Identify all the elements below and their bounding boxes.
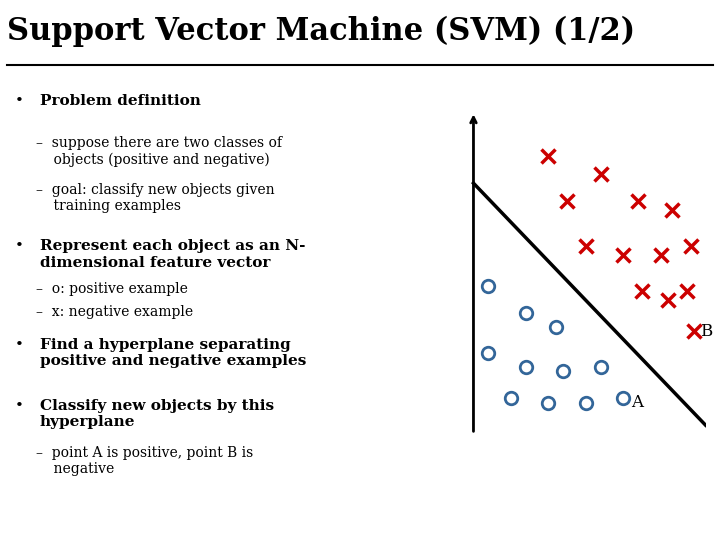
Text: •: • [14, 94, 23, 107]
Text: •: • [14, 239, 23, 253]
Text: –  suppose there are two classes of
    objects (positive and negative): – suppose there are two classes of objec… [36, 136, 282, 167]
Text: –  o: positive example: – o: positive example [36, 281, 188, 295]
Text: •: • [14, 399, 23, 413]
Text: Represent each object as an N-
dimensional feature vector: Represent each object as an N- dimension… [40, 239, 305, 269]
Text: –  point A is positive, point B is
    negative: – point A is positive, point B is negati… [36, 446, 253, 476]
Text: B: B [700, 322, 712, 340]
Text: Find a hyperplane separating
positive and negative examples: Find a hyperplane separating positive an… [40, 338, 306, 368]
Text: •: • [14, 338, 23, 352]
Text: –  goal: classify new objects given
    training examples: – goal: classify new objects given train… [36, 183, 274, 213]
Text: Support Vector Machine (SVM) (1/2): Support Vector Machine (SVM) (1/2) [7, 16, 635, 47]
Text: –  x: negative example: – x: negative example [36, 305, 193, 319]
Text: Problem definition: Problem definition [40, 94, 200, 107]
Text: Classify new objects by this
hyperplane: Classify new objects by this hyperplane [40, 399, 274, 429]
Text: A: A [631, 394, 643, 411]
